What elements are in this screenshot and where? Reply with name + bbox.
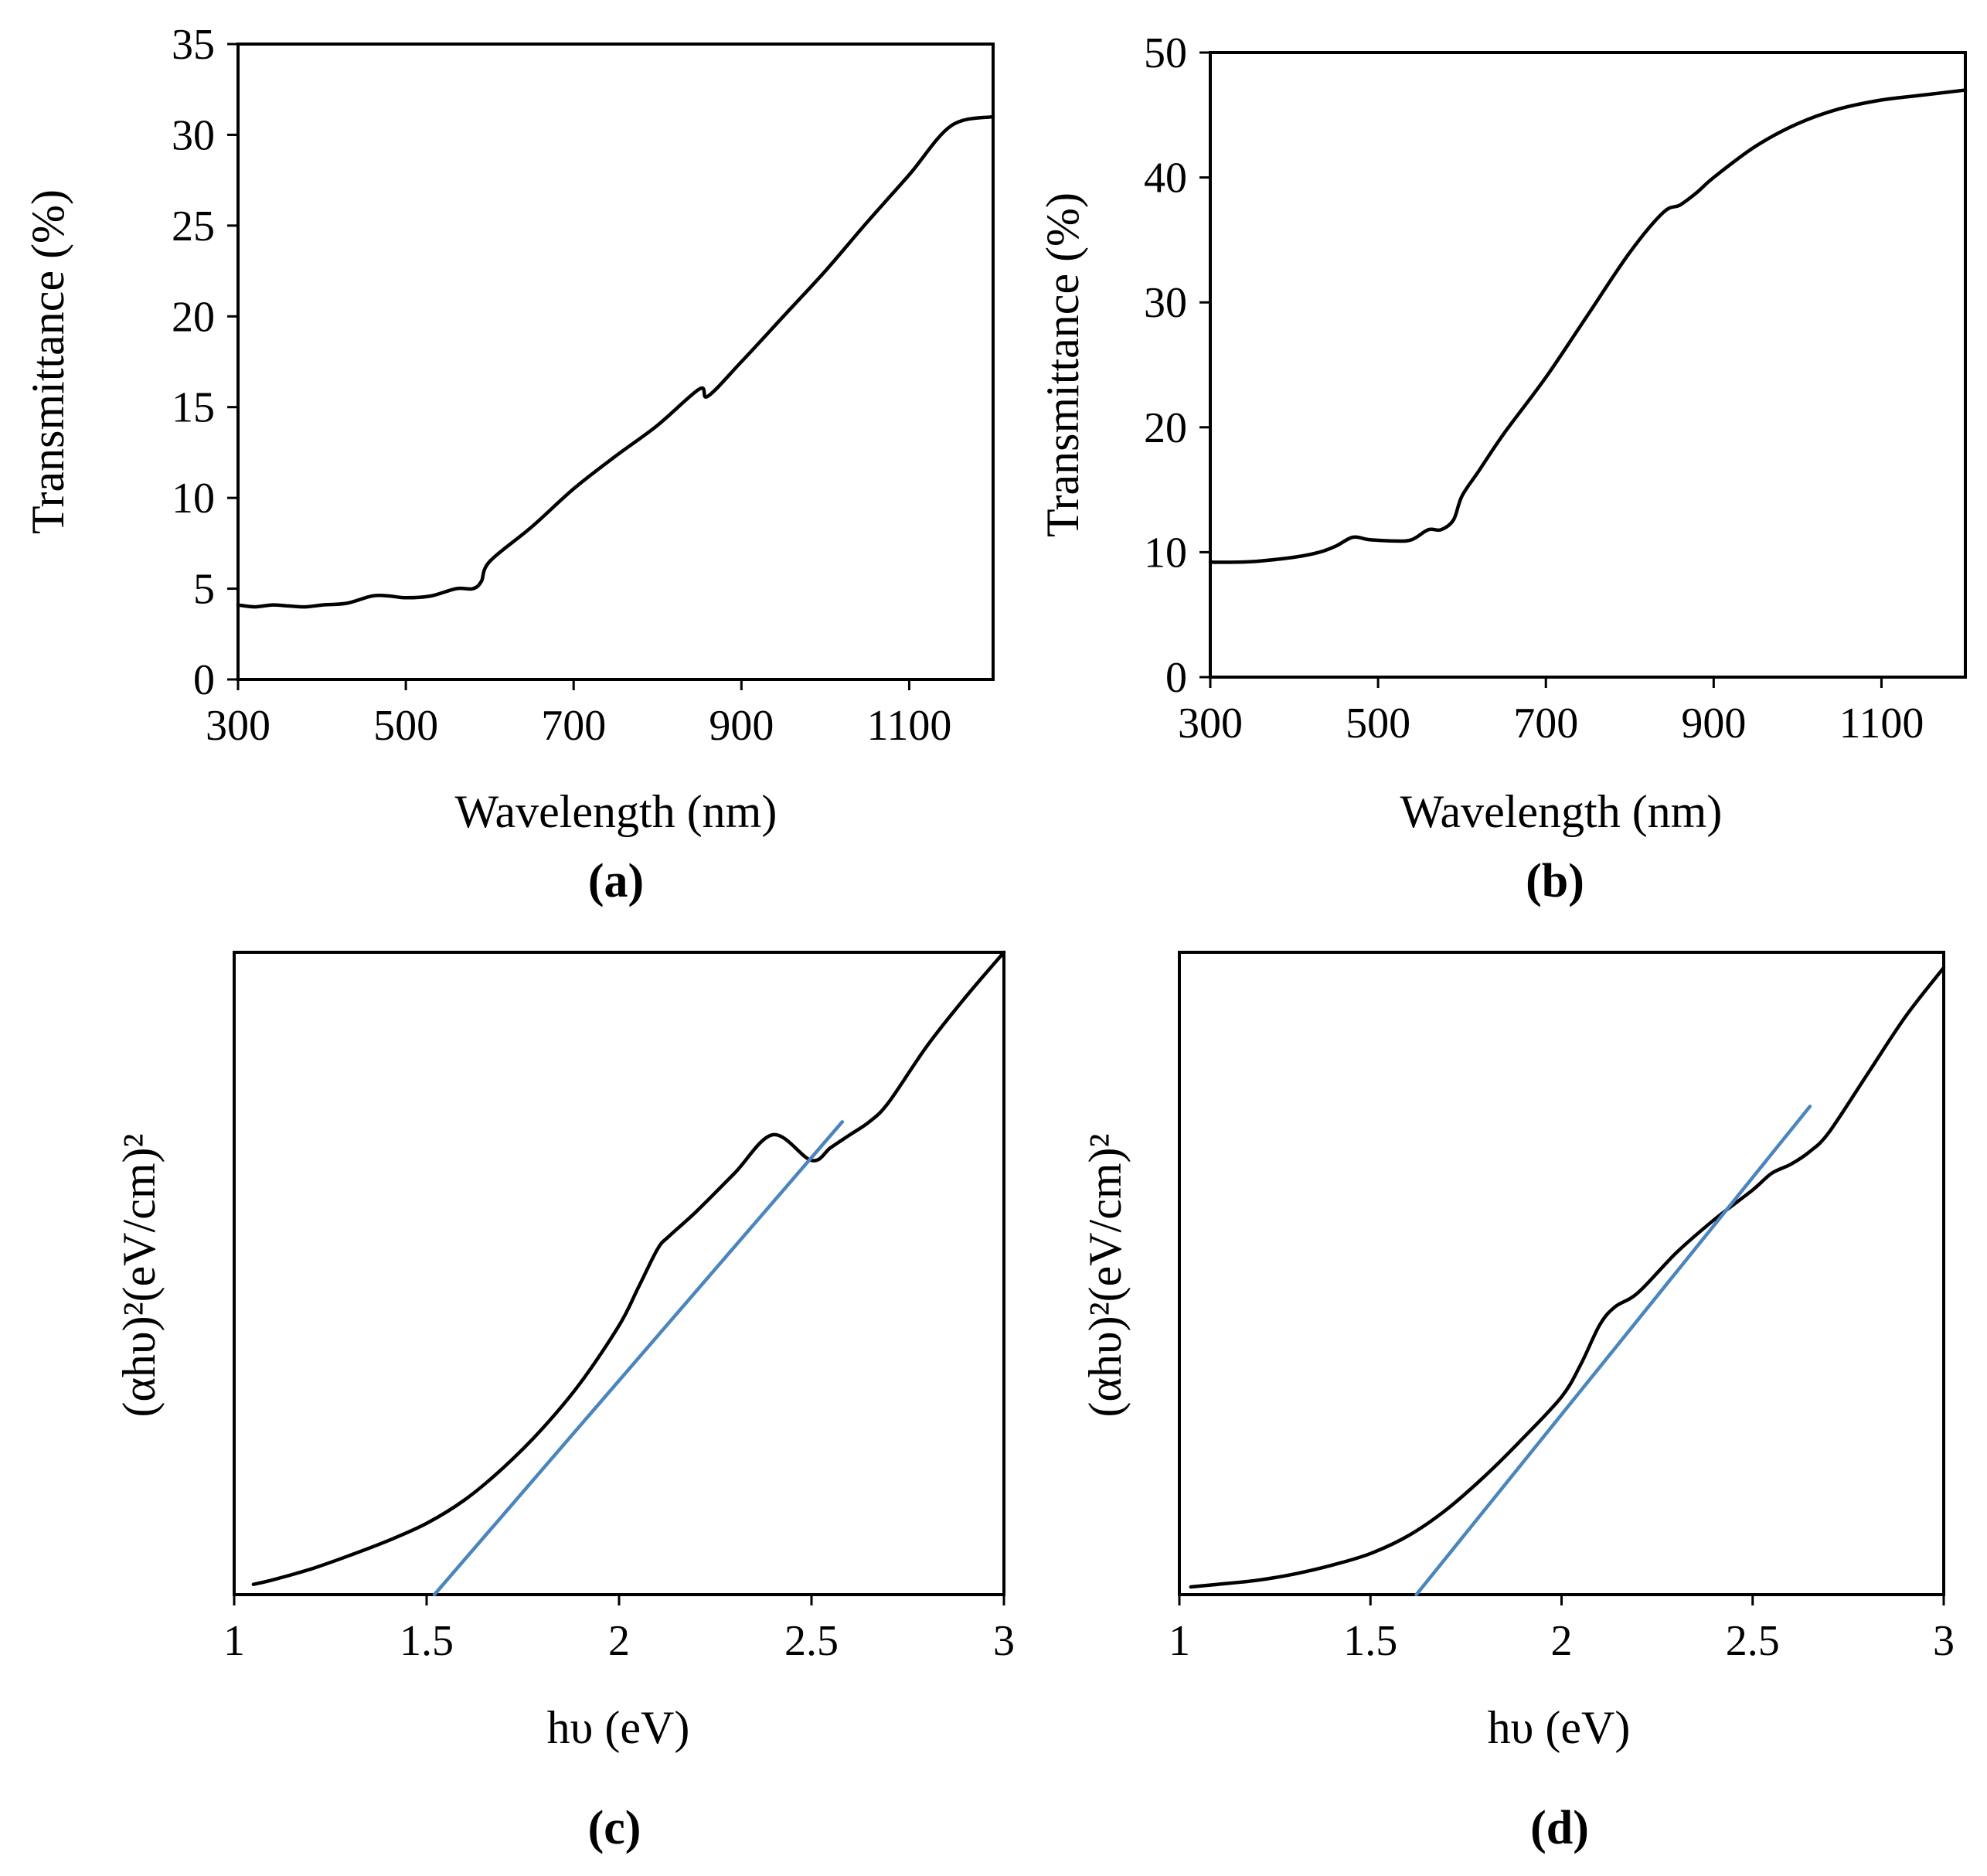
- panel-c-label: (c): [588, 1802, 641, 1854]
- panel-a-x-tick-label: 1100: [866, 702, 951, 750]
- panel-b-y-tick-label: 40: [1144, 155, 1187, 203]
- panel-c-series-fit-line: [432, 1120, 845, 1597]
- panel-b-series-curve: [1208, 88, 1968, 564]
- panel-b-x-tick-label: 300: [1178, 700, 1243, 747]
- panel-b-y-axis-label: Transmittance (%): [1037, 192, 1088, 537]
- panel-b-y-tick-label: 20: [1144, 404, 1187, 452]
- panel-a-y-tick-label: 35: [172, 21, 215, 69]
- panel-c-plot-area: [233, 951, 1005, 1596]
- panel-a-series-curve: [236, 114, 995, 609]
- panel-d-x-axis-label: hυ (eV): [1488, 1702, 1631, 1753]
- panel-b-plot-area: [1209, 51, 1967, 679]
- panel-a-y-tick-label: 10: [172, 475, 215, 523]
- panel-a-plot-area: [236, 43, 995, 681]
- panel-a-y-tick-label: 5: [193, 566, 215, 614]
- panel-d-chart: (αhυ)²(eV/cm)² hυ (eV) (d) 1 1.5 2 2.5 3: [1080, 951, 1955, 1854]
- panel-a-y-tick-label: 30: [172, 111, 215, 159]
- panel-a-y-tick-label: 0: [193, 656, 215, 704]
- panel-c-x-tick-label: 1: [223, 1617, 245, 1665]
- panel-b-label: (b): [1526, 855, 1584, 907]
- panel-a-x-tick-label: 700: [541, 702, 606, 750]
- panel-c-y-axis-label: (αhυ)²(eV/cm)²: [114, 1134, 165, 1418]
- panel-d-y-axis-label: (αhυ)²(eV/cm)²: [1080, 1134, 1131, 1418]
- panel-b-chart: Transmittance (%) Wavelength (nm) (b) 30…: [1037, 29, 1968, 907]
- panel-c-series-curve: [251, 950, 1006, 1586]
- panel-d-x-tick-label: 2.5: [1726, 1617, 1780, 1665]
- panel-b-y-tick-label: 10: [1144, 529, 1187, 577]
- panel-a-x-tick-label: 500: [373, 702, 438, 750]
- panel-d-x-tick-label: 1.5: [1343, 1617, 1397, 1665]
- panel-c-x-tick-label: 2: [608, 1617, 630, 1665]
- panel-b-x-axis-label: Wavelength (nm): [1400, 786, 1723, 837]
- panel-d-x-tick-label: 3: [1933, 1617, 1955, 1665]
- panel-b-y-tick-label: 30: [1144, 279, 1187, 327]
- panel-b-x-tick-label: 700: [1513, 700, 1578, 747]
- panel-a-y-tick-label: 15: [172, 384, 215, 432]
- panel-c-x-tick-label: 2.5: [784, 1617, 839, 1665]
- panel-a-x-axis-label: Wavelength (nm): [455, 786, 777, 837]
- panel-c-chart: (αhυ)²(eV/cm)² hυ (eV) (c) 1 1.5 2 2.5 3: [114, 950, 1015, 1854]
- panel-b-x-tick-label: 1100: [1839, 700, 1924, 747]
- panel-d-x-tick-label: 2: [1551, 1617, 1573, 1665]
- panel-a-y-tick-label: 25: [172, 203, 215, 250]
- panel-a-y-tick-label: 20: [172, 293, 215, 341]
- panel-b-y-tick-label: 0: [1165, 654, 1187, 702]
- panel-c-x-tick-label: 3: [993, 1617, 1015, 1665]
- panel-a-chart: Transmittance (%) Wavelength (nm) (a) 30…: [22, 21, 995, 907]
- panel-d-series-curve: [1189, 965, 1946, 1589]
- panel-d-plot-area: [1178, 951, 1945, 1596]
- panel-d-series-fit-line: [1414, 1105, 1812, 1597]
- panel-a-x-tick-label: 900: [709, 702, 774, 750]
- panel-d-x-tick-label: 1: [1169, 1617, 1190, 1665]
- panel-c-x-tick-label: 1.5: [400, 1617, 454, 1665]
- panel-b-y-tick-label: 50: [1144, 29, 1187, 77]
- panel-a-label: (a): [588, 855, 644, 907]
- panel-b-x-tick-label: 500: [1346, 700, 1410, 747]
- panel-c-x-axis-label: hυ (eV): [547, 1702, 690, 1753]
- panel-a-y-axis-label: Transmittance (%): [22, 189, 73, 534]
- panel-b-x-tick-label: 900: [1681, 700, 1746, 747]
- panel-a-x-tick-label: 300: [206, 702, 270, 750]
- panel-d-label: (d): [1530, 1802, 1589, 1854]
